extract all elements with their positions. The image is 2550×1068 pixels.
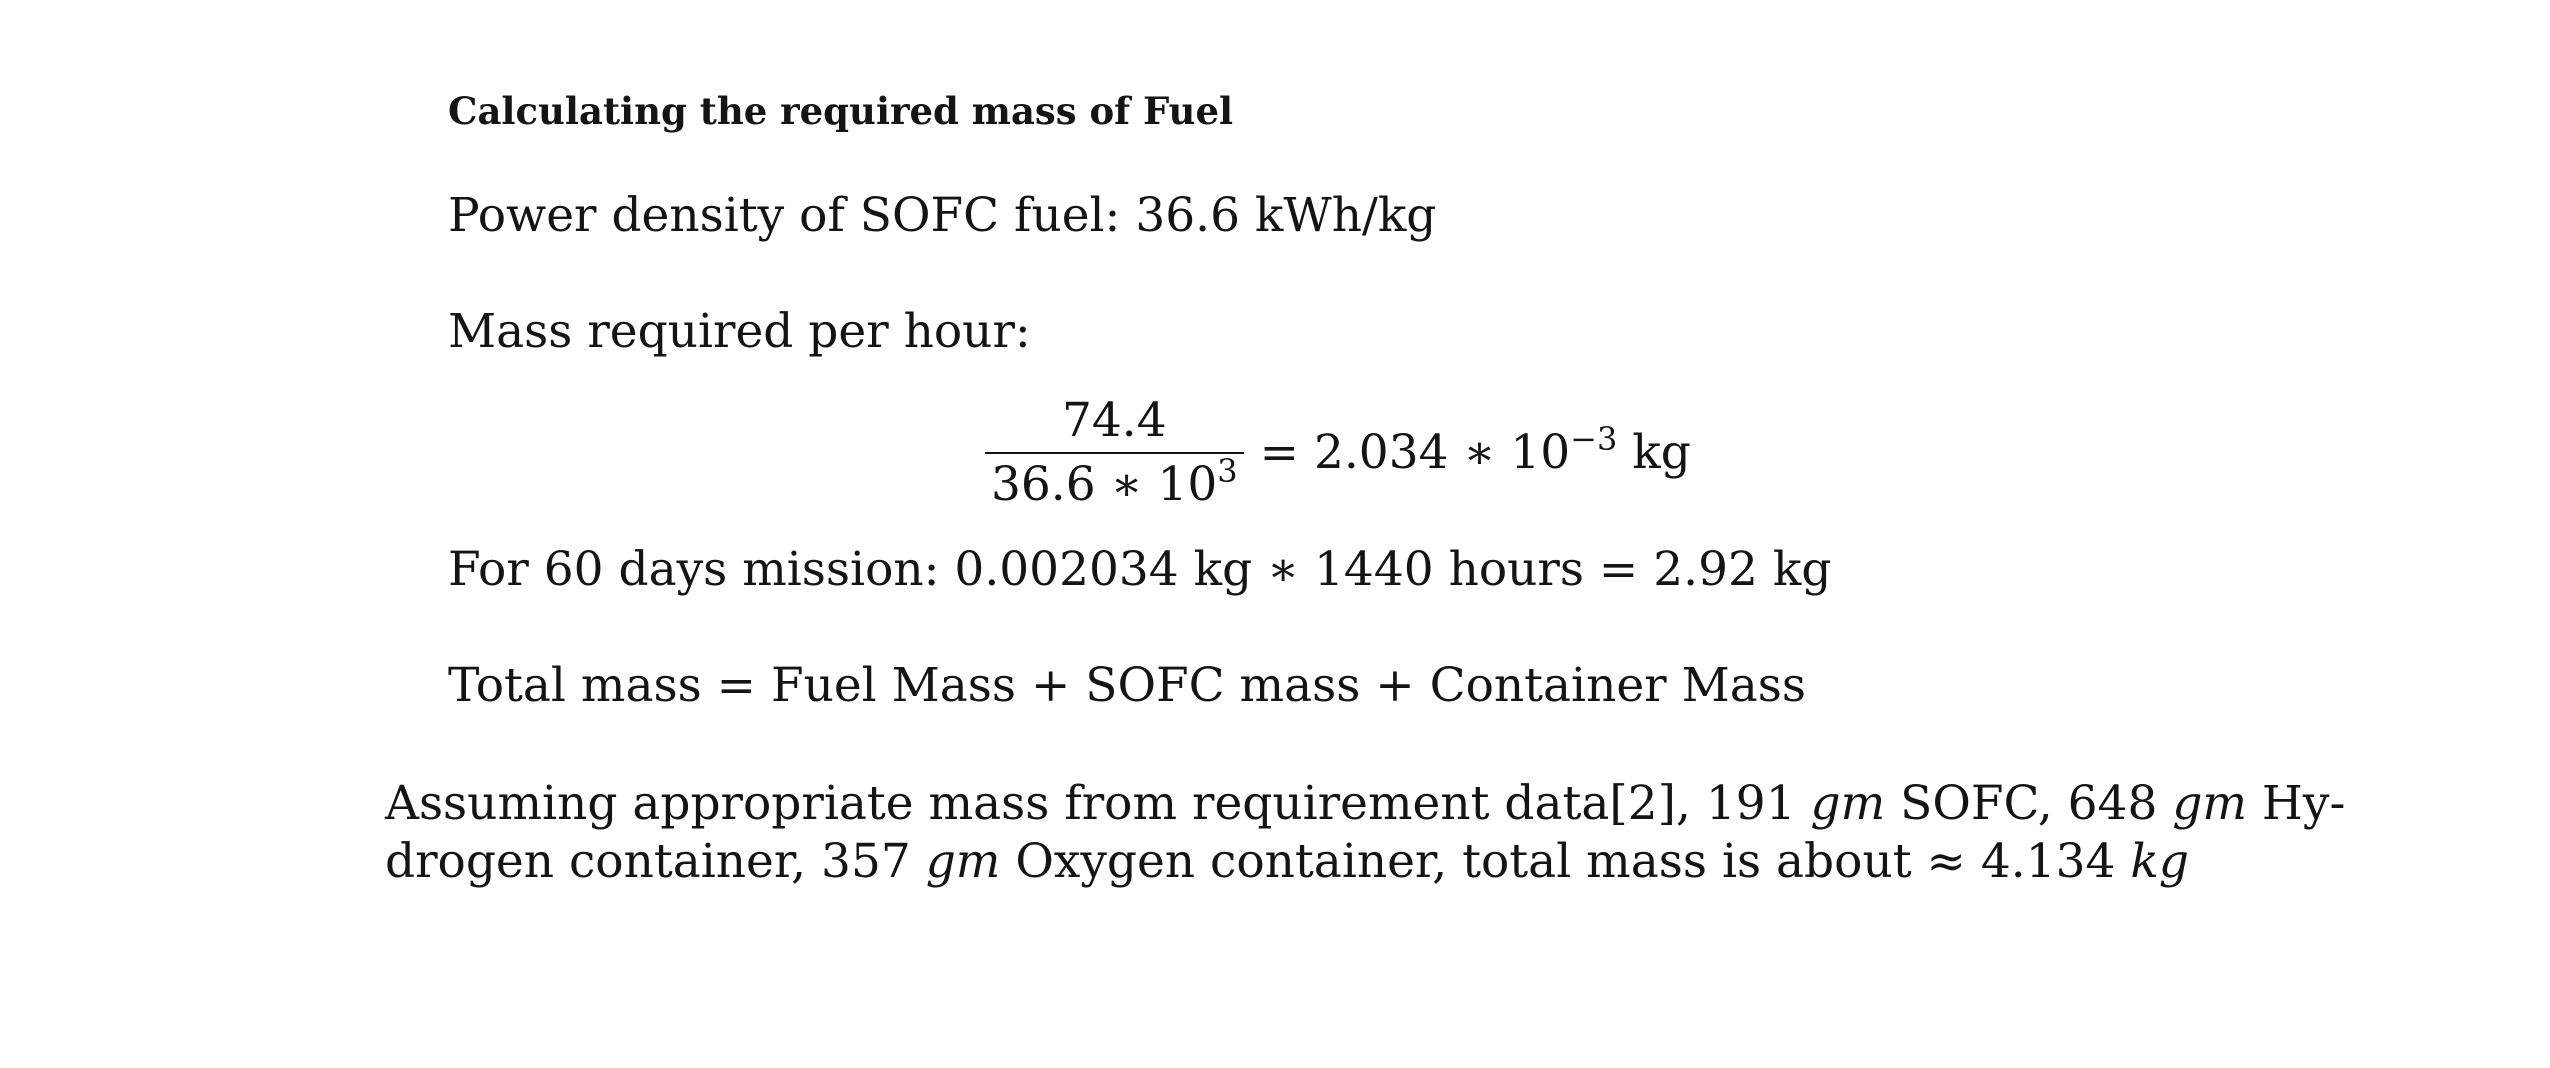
mass-equation: 74.4 36.6 ∗ 103 = 2.034 ∗ 10−3 kg [985, 390, 1691, 520]
conclusion-paragraph: Assuming appropriate mass from requireme… [385, 775, 2345, 891]
result-exponent: −3 [1570, 420, 1618, 458]
mission-line: For 60 days mission: 0.002034 kg ∗ 1440 … [448, 542, 1832, 597]
power-density-value: 36.6 kWh/kg [1135, 188, 1437, 243]
power-density-line: Power density of SOFC fuel: 36.6 kWh/kg [448, 188, 1436, 244]
conclusion-text-5: Oxygen container, total mass is about ≈ … [1000, 834, 2131, 889]
conclusion-text-4: drogen container, 357 [385, 834, 926, 889]
equation-result: = 2.034 ∗ 10−3 kg [1259, 420, 1691, 484]
mass-per-hour-label: Mass required per hour: [448, 304, 1031, 359]
unit-gm: gm [1810, 776, 1886, 831]
fraction-denominator: 36.6 ∗ 103 [985, 452, 1244, 516]
fraction-bar [985, 452, 1244, 454]
fraction-numerator: 74.4 [1061, 393, 1167, 448]
conclusion-text-1: Assuming appropriate mass from requireme… [385, 776, 1811, 831]
unit-gm: gm [2172, 776, 2247, 831]
section-heading: Calculating the required mass of Fuel [448, 89, 1234, 133]
equation-fraction: 74.4 36.6 ∗ 103 [985, 394, 1244, 516]
conclusion-text-2: SOFC, 648 [1885, 776, 2173, 831]
result-value: = 2.034 ∗ 10 [1259, 425, 1571, 480]
unit-kg: kg [2130, 834, 2189, 889]
result-unit: kg [1632, 425, 1691, 480]
unit-gm: gm [925, 834, 1001, 889]
conclusion-text-3: Hy- [2246, 776, 2346, 831]
conclusion-line-2: drogen container, 357 gm Oxygen containe… [385, 833, 2189, 891]
power-density-label: Power density of SOFC fuel: [448, 188, 1121, 243]
denominator-base: 36.6 ∗ 10 [991, 457, 1218, 512]
total-mass-line: Total mass = Fuel Mass + SOFC mass + Con… [448, 658, 1806, 713]
denominator-exponent: 3 [1217, 452, 1238, 490]
conclusion-line-1: Assuming appropriate mass from requireme… [385, 775, 2345, 833]
